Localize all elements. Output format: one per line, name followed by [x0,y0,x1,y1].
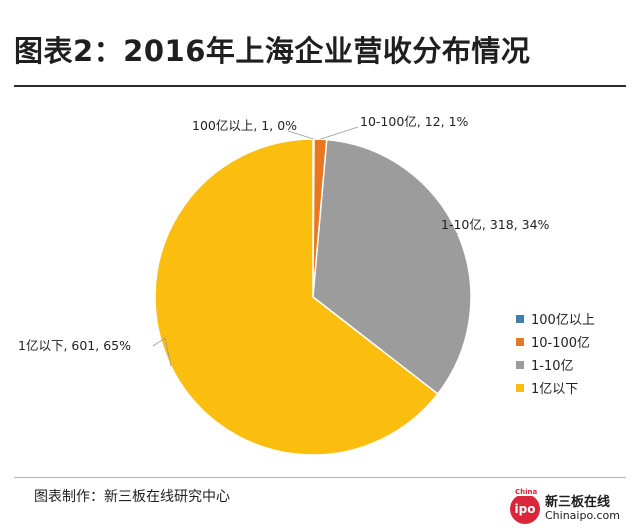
title-divider [14,85,626,87]
legend: 100亿以上 10-100亿 1-10亿 1亿以下 [516,307,595,399]
legend-label: 100亿以上 [531,313,595,328]
leader-line-3 [152,337,172,367]
ipo-logo-icon: China ipo [510,488,540,524]
data-labels: 100亿以上, 1, 0% 10-100亿, 12, 1% 1-10亿, 318, … [18,114,550,353]
logo-mark: ipo [514,502,536,516]
chart-title: 图表2：2016年上海企业营收分布情况 [14,34,531,68]
leader-line-1 [320,126,359,140]
legend-label: 1亿以下 [531,382,579,397]
brand-logo: China ipo 新三板在线 Chinaipo.com [510,488,620,524]
source-note: 图表制作：新三板在线研究中心 [34,489,230,505]
legend-swatch-1-10 [516,360,524,369]
legend-item: 100亿以上 [516,307,595,330]
legend-label: 10-100亿 [531,336,591,351]
logo-top-text: China [514,488,539,496]
leader-line-2 [438,227,458,235]
legend-item: 1-10亿 [516,353,595,376]
data-label-0: 100亿以上, 1, 0% [192,118,297,133]
leader-lines [152,126,458,367]
data-label-2: 1-10亿, 318, 34% [441,217,550,232]
legend-swatch-under-1 [516,383,524,392]
footer-divider [14,477,626,478]
data-label-3: 1亿以下, 601, 65% [18,338,131,353]
legend-label: 1-10亿 [531,359,574,374]
logo-domain: Chinaipo.com [545,509,620,523]
pie-slices [154,138,472,456]
legend-item: 1亿以下 [516,376,595,399]
logo-name: 新三板在线 [545,495,611,511]
legend-swatch-10-100 [516,337,524,346]
data-label-1: 10-100亿, 12, 1% [360,114,469,129]
legend-item: 10-100亿 [516,330,595,353]
leader-line-0 [287,130,314,140]
legend-swatch-100-plus [516,314,524,323]
